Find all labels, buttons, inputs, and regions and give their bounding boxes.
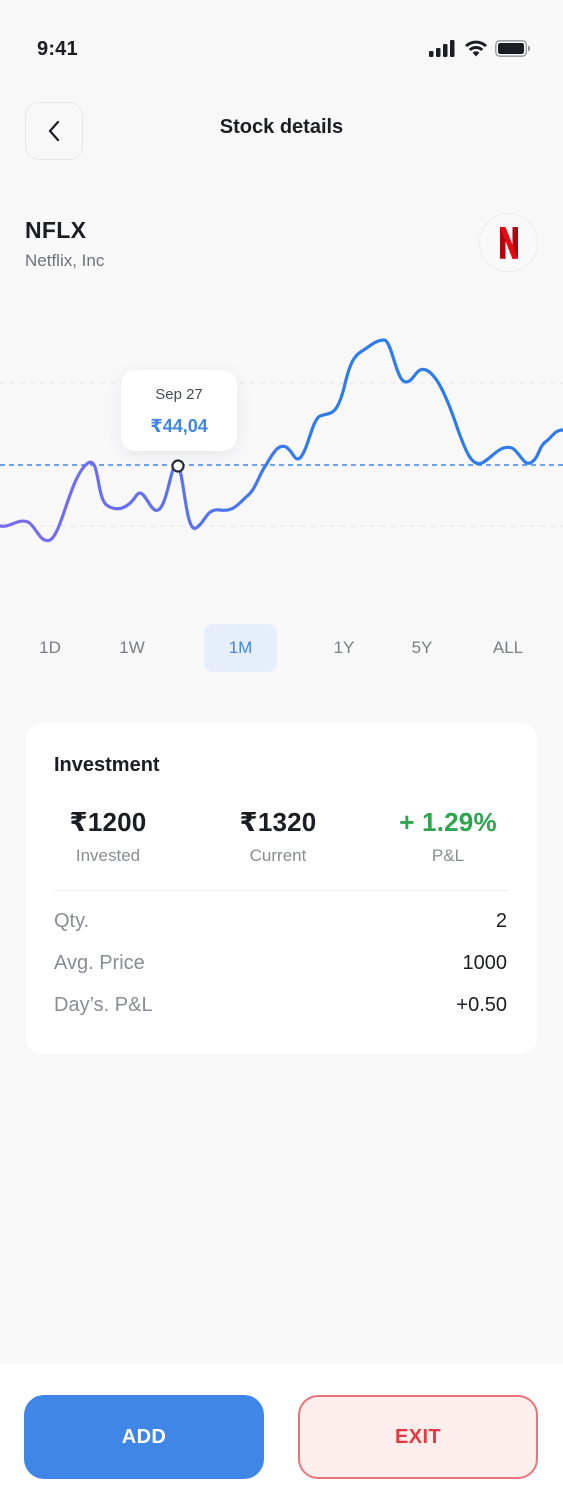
qty-row: Qty. 2 [54, 908, 507, 934]
avg-price-label: Avg. Price [54, 951, 145, 974]
card-divider [54, 890, 509, 891]
stock-ticker: NFLX [25, 217, 87, 243]
tooltip-value: ₹44,04 [150, 416, 208, 436]
add-button[interactable]: ADD [24, 1395, 264, 1479]
battery-icon [495, 40, 530, 57]
wifi-icon [465, 40, 487, 57]
invested-value: ₹1200 [69, 807, 147, 837]
back-button[interactable] [25, 102, 83, 160]
days-pnl-row: Day’s. P&L +0.50 [54, 992, 507, 1018]
netflix-logo [479, 213, 538, 272]
investment-card: Investment ₹1200 Invested ₹1320 Current … [26, 723, 537, 1054]
price-line [0, 338, 563, 543]
days-pnl-value: +0.50 [456, 993, 507, 1016]
invested-label: Invested [75, 846, 141, 865]
period-tabs: 1D 1W 1M 1Y 5Y ALL [0, 624, 563, 672]
current-label: Current [249, 846, 307, 865]
qty-label: Qty. [54, 909, 90, 932]
chart-tooltip: Sep 27 ₹44,04 [121, 370, 237, 451]
chart-selected-point[interactable] [171, 459, 185, 473]
invested-metric: ₹1200 Invested [28, 807, 188, 866]
exit-button[interactable]: EXIT [298, 1395, 538, 1479]
tab-1y[interactable]: 1Y [333, 638, 355, 657]
status-icons [429, 40, 531, 57]
tab-1w[interactable]: 1W [119, 638, 145, 657]
current-value: ₹1320 [239, 807, 317, 837]
current-metric: ₹1320 Current [198, 807, 358, 866]
days-pnl-label: Day’s. P&L [54, 993, 153, 1016]
netflix-logo-icon [499, 226, 518, 259]
pnl-label: P&L [431, 846, 465, 865]
avg-price-value: 1000 [462, 951, 508, 974]
avg-price-row: Avg. Price 1000 [54, 950, 507, 976]
tab-all[interactable]: ALL [492, 638, 524, 657]
company-name: Netflix, Inc [25, 251, 105, 270]
tab-5y[interactable]: 5Y [411, 638, 433, 657]
page-title: Stock details [219, 116, 344, 138]
tab-1m[interactable]: 1M [204, 624, 277, 672]
price-chart[interactable] [0, 300, 563, 600]
tooltip-date: Sep 27 [155, 386, 203, 403]
qty-value: 2 [495, 909, 507, 932]
chevron-left-icon [48, 120, 60, 142]
investment-title: Investment [54, 754, 160, 776]
tab-1d[interactable]: 1D [39, 638, 61, 657]
status-time: 9:41 [37, 38, 78, 60]
pnl-metric: + 1.29% P&L [368, 807, 528, 866]
pnl-value: + 1.29% [399, 807, 497, 837]
cellular-signal-icon [429, 40, 455, 57]
